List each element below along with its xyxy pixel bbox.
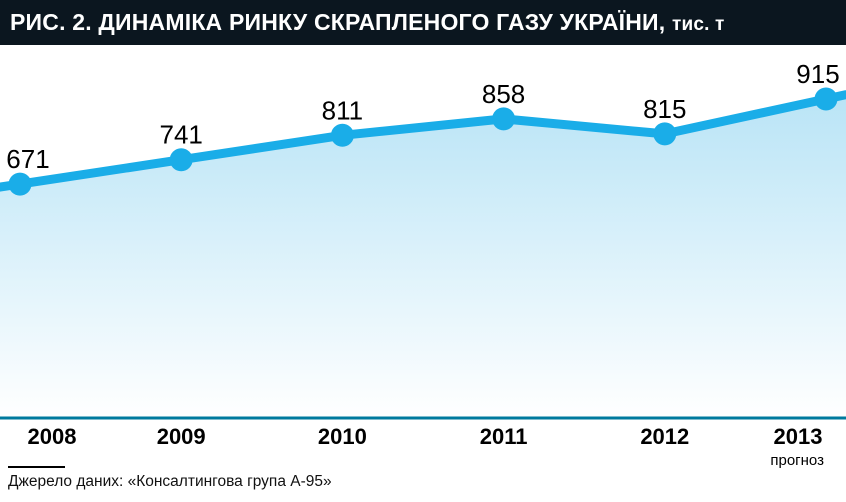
- source-divider: [8, 466, 65, 468]
- data-label: 858: [482, 79, 525, 109]
- area-line-chart: 671 741 811 858 815 915: [0, 59, 846, 420]
- data-label: 671: [6, 144, 49, 174]
- data-point: [492, 107, 516, 131]
- chart-title-unit: тис. т: [671, 14, 725, 35]
- forecast-note: прогноз: [770, 452, 824, 469]
- x-tick-2011: 2011: [479, 424, 528, 449]
- x-tick-2012: 2012: [640, 424, 690, 449]
- data-point: [8, 172, 32, 196]
- source-note: Джерело даних: «Консалтингова група А-95…: [8, 466, 332, 491]
- x-tick-2010: 2010: [317, 424, 367, 449]
- chart-title-bar: РИС. 2. ДИНАМІКА РИНКУ СКРАПЛЕНОГО ГАЗУ …: [0, 0, 846, 45]
- x-tick-2013: 2013: [773, 424, 823, 449]
- source-text: Джерело даних: «Консалтингова група А-95…: [8, 473, 332, 490]
- chart-title-main: РИС. 2. ДИНАМІКА РИНКУ СКРАПЛЕНОГО ГАЗУ …: [10, 9, 666, 35]
- x-tick-2009: 2009: [156, 424, 206, 449]
- data-label: 815: [643, 94, 686, 124]
- x-tick-2008: 2008: [27, 424, 77, 449]
- area-fill: [0, 94, 846, 418]
- x-axis: 2008 2009 2010 2011 2012 2013: [0, 424, 846, 452]
- data-point: [653, 122, 677, 146]
- data-point: [814, 87, 838, 111]
- data-label: 811: [322, 95, 363, 125]
- chart-title: РИС. 2. ДИНАМІКА РИНКУ СКРАПЛЕНОГО ГАЗУ …: [10, 9, 725, 36]
- data-point: [169, 148, 193, 172]
- data-label: 741: [160, 120, 203, 150]
- trend-line: [0, 90, 846, 192]
- data-label: 915: [796, 59, 839, 89]
- data-point: [330, 123, 354, 147]
